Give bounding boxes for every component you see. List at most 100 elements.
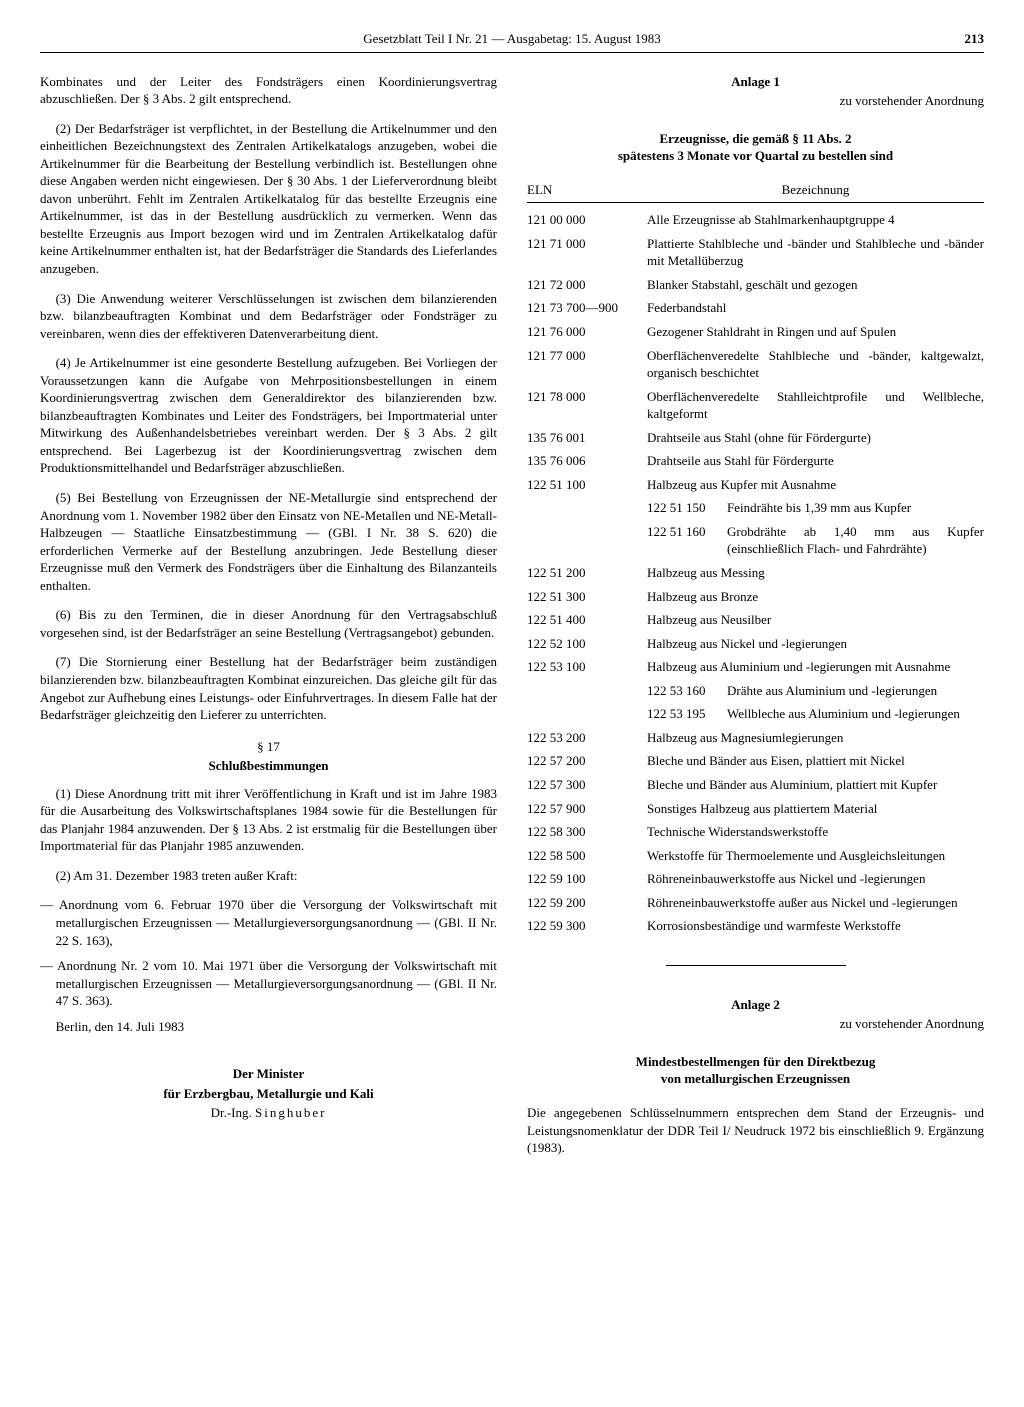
anlage-title: Anlage 2 [527,996,984,1014]
anlage-subtitle: zu vorstehender Anordnung [527,1015,984,1033]
signature-line: für Erzbergbau, Metallurgie und Kali [40,1085,497,1103]
eln-code: 122 57 200 [527,752,647,770]
table-row: 122 51 300Halbzeug aus Bronze [527,588,984,606]
eln-code: 122 58 500 [527,847,647,865]
eln-code: 122 51 300 [527,588,647,606]
table-body: 122 51 200Halbzeug aus Messing 122 51 300… [527,564,984,676]
eln-subcode: 122 51 160 [647,523,727,558]
eln-code: 122 51 400 [527,611,647,629]
eln-code: 122 59 200 [527,894,647,912]
table-row: 135 76 006Drahtseile aus Stahl für Förde… [527,452,984,470]
eln-code: 121 77 000 [527,347,647,382]
eln-desc: Drahtseile aus Stahl (ohne für Fördergur… [647,429,984,447]
anlage-title: Anlage 1 [527,73,984,91]
paragraph: (3) Die Anwendung weiterer Verschlüsselu… [40,290,497,343]
anlage-subtitle: zu vorstehender Anordnung [527,92,984,110]
table-row: 122 57 900Sonstiges Halbzeug aus plattie… [527,800,984,818]
eln-code: 135 76 001 [527,429,647,447]
eln-desc: Blanker Stabstahl, geschält und gezogen [647,276,984,294]
table-row: 122 53 100Halbzeug aus Aluminium und -le… [527,658,984,676]
table-row: 121 71 000Plattierte Stahlbleche und -bä… [527,235,984,270]
table-subrows: 122 53 160Drähte aus Aluminium und -legi… [527,682,984,723]
paragraph: (5) Bei Bestellung von Erzeugnissen der … [40,489,497,594]
eln-desc: Bleche und Bänder aus Eisen, plattiert m… [647,752,984,770]
list-item: — Anordnung Nr. 2 vom 10. Mai 1971 über … [40,957,497,1010]
eln-desc: Federbandstahl [647,299,984,317]
table-row: 122 59 200Röhreneinbauwerkstoffe außer a… [527,894,984,912]
two-column-layout: Kombinates und der Leiter des Fondsträge… [40,73,984,1157]
paragraph: (6) Bis zu den Terminen, die in dieser A… [40,606,497,641]
table-row: 121 72 000Blanker Stabstahl, geschält un… [527,276,984,294]
table-row: 122 59 300Korrosionsbeständige und warmf… [527,917,984,935]
eln-code: 121 73 700—900 [527,299,647,317]
eln-code: 122 57 300 [527,776,647,794]
table-row: 121 73 700—900Federbandstahl [527,299,984,317]
table-row: 121 00 000Alle Erzeugnisse ab Stahlmarke… [527,211,984,229]
table-subrow: 122 53 160Drähte aus Aluminium und -legi… [527,682,984,700]
table-body: 121 00 000Alle Erzeugnisse ab Stahlmarke… [527,211,984,493]
eln-desc: Werkstoffe für Thermoelemente und Ausgle… [647,847,984,865]
eln-desc: Plattierte Stahlbleche und -bänder und S… [647,235,984,270]
eln-desc: Gezogener Stahldraht in Ringen und auf S… [647,323,984,341]
anlage2-title: Mindestbestellmengen für den Direktbezug… [527,1053,984,1088]
table-row: 122 51 400Halbzeug aus Neusilber [527,611,984,629]
eln-code: 122 51 200 [527,564,647,582]
table-row: 121 78 000Oberflächenveredelte Stahlleic… [527,388,984,423]
signature-line: Der Minister [40,1065,497,1083]
table-subrow: 122 51 150Feindrähte bis 1,39 mm aus Kup… [527,499,984,517]
paragraph: (1) Diese Anordnung tritt mit ihrer Verö… [40,785,497,855]
paragraph: Kombinates und der Leiter des Fondsträge… [40,73,497,108]
eln-code: 122 59 300 [527,917,647,935]
eln-code: 122 57 900 [527,800,647,818]
eln-subdesc: Wellbleche aus Aluminium und -legierunge… [727,705,984,723]
table-header: ELN Bezeichnung [527,181,984,204]
section-number: § 17 [40,738,497,756]
eln-desc: Sonstiges Halbzeug aus plattiertem Mater… [647,800,984,818]
table-row: 122 51 100Halbzeug aus Kupfer mit Ausnah… [527,476,984,494]
eln-subdesc: Drähte aus Aluminium und -legierungen [727,682,984,700]
eln-code: 122 59 100 [527,870,647,888]
eln-code: 121 78 000 [527,388,647,423]
eln-desc: Halbzeug aus Bronze [647,588,984,606]
table-row: 122 57 200Bleche und Bänder aus Eisen, p… [527,752,984,770]
table-row: 122 58 500Werkstoffe für Thermoelemente … [527,847,984,865]
anlage2-text: Die angegebenen Schlüsselnummern entspre… [527,1104,984,1157]
eln-desc: Alle Erzeugnisse ab Stahlmarkenhauptgrup… [647,211,984,229]
header-title: Gesetzblatt Teil I Nr. 21 — Ausgabetag: … [363,30,660,48]
section-title: Schlußbestimmungen [40,757,497,775]
table-row: 122 59 100Röhreneinbauwerkstoffe aus Nic… [527,870,984,888]
page-number: 213 [965,30,985,48]
table-subrows: 122 51 150Feindrähte bis 1,39 mm aus Kup… [527,499,984,558]
eln-code: 122 53 200 [527,729,647,747]
paragraph: (7) Die Stornierung einer Bestellung hat… [40,653,497,723]
paragraph: (2) Am 31. Dezember 1983 treten außer Kr… [40,867,497,885]
table-title: Erzeugnisse, die gemäß § 11 Abs. 2 späte… [527,130,984,165]
table-row: 122 57 300Bleche und Bänder aus Aluminiu… [527,776,984,794]
eln-code: 121 72 000 [527,276,647,294]
table-row: 122 52 100Halbzeug aus Nickel und -legie… [527,635,984,653]
eln-subdesc: Grobdrähte ab 1,40 mm aus Kupfer (einsch… [727,523,984,558]
eln-desc: Technische Widerstandswerkstoffe [647,823,984,841]
eln-desc: Röhreneinbauwerkstoffe aus Nickel und -l… [647,870,984,888]
eln-desc: Halbzeug aus Kupfer mit Ausnahme [647,476,984,494]
eln-code: 121 00 000 [527,211,647,229]
eln-desc: Halbzeug aus Nickel und -legierungen [647,635,984,653]
signature-line: Dr.-Ing. Singhuber [40,1104,497,1122]
table-row: 121 76 000Gezogener Stahldraht in Ringen… [527,323,984,341]
eln-subdesc: Feindrähte bis 1,39 mm aus Kupfer [727,499,984,517]
signature-block: Der Minister für Erzbergbau, Metallurgie… [40,1065,497,1122]
left-column: Kombinates und der Leiter des Fondsträge… [40,73,497,1157]
eln-desc: Oberflächenveredelte Stahlbleche und -bä… [647,347,984,382]
table-row: 122 51 200Halbzeug aus Messing [527,564,984,582]
eln-desc: Oberflächenveredelte Stahlleichtprofile … [647,388,984,423]
table-subrow: 122 51 160Grobdrähte ab 1,40 mm aus Kupf… [527,523,984,558]
eln-code: 122 52 100 [527,635,647,653]
eln-desc: Bleche und Bänder aus Aluminium, plattie… [647,776,984,794]
header-desc: Bezeichnung [647,181,984,199]
place-date: Berlin, den 14. Juli 1983 [40,1018,497,1036]
eln-desc: Korrosionsbeständige und warmfeste Werks… [647,917,984,935]
eln-subcode: 122 53 195 [647,705,727,723]
eln-code: 122 53 100 [527,658,647,676]
eln-code: 121 71 000 [527,235,647,270]
eln-subcode: 122 53 160 [647,682,727,700]
